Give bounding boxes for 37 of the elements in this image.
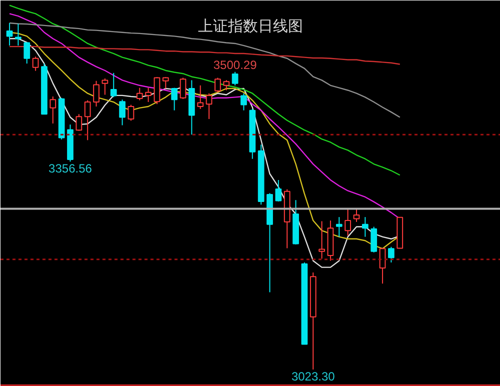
candlestick: [6, 22, 13, 46]
candlestick: [93, 80, 100, 108]
candlestick: [180, 77, 186, 100]
candlestick: [197, 84, 204, 110]
candlestick: [344, 208, 352, 236]
annotation: 3356.56: [48, 162, 92, 176]
candlestick: [154, 76, 160, 105]
candlestick: [136, 87, 143, 101]
annotation: 3023.30: [291, 370, 336, 384]
candlestick: [76, 114, 82, 132]
candlestick: [50, 96, 56, 124]
candlestick: [32, 56, 39, 72]
candlestick: [318, 220, 325, 260]
chart-title: 上证指数日线图: [198, 18, 303, 35]
candlestick: [379, 248, 386, 284]
candlestick: [84, 100, 91, 141]
candlestick: [15, 23, 22, 46]
candlestick: [240, 92, 247, 111]
candlestick: [232, 71, 238, 86]
candlestick: [162, 76, 169, 90]
candlestick: [362, 216, 368, 238]
candlestick: [145, 87, 152, 103]
candlestick: [388, 246, 394, 263]
candlestick: [102, 78, 108, 96]
candlestick: [24, 42, 30, 64]
candlestick: [275, 179, 282, 202]
candlestick: [206, 92, 212, 120]
candlestick: [119, 99, 126, 126]
candlestick: [223, 80, 230, 91]
candlestick: [353, 208, 360, 222]
candlestick: [110, 72, 117, 98]
annotation: 3500.29: [213, 58, 258, 72]
candlestick: [128, 104, 134, 122]
candlestick: [171, 87, 178, 111]
candlestick: [214, 77, 221, 93]
candlestick: [336, 216, 342, 238]
candlestick: [370, 226, 378, 253]
